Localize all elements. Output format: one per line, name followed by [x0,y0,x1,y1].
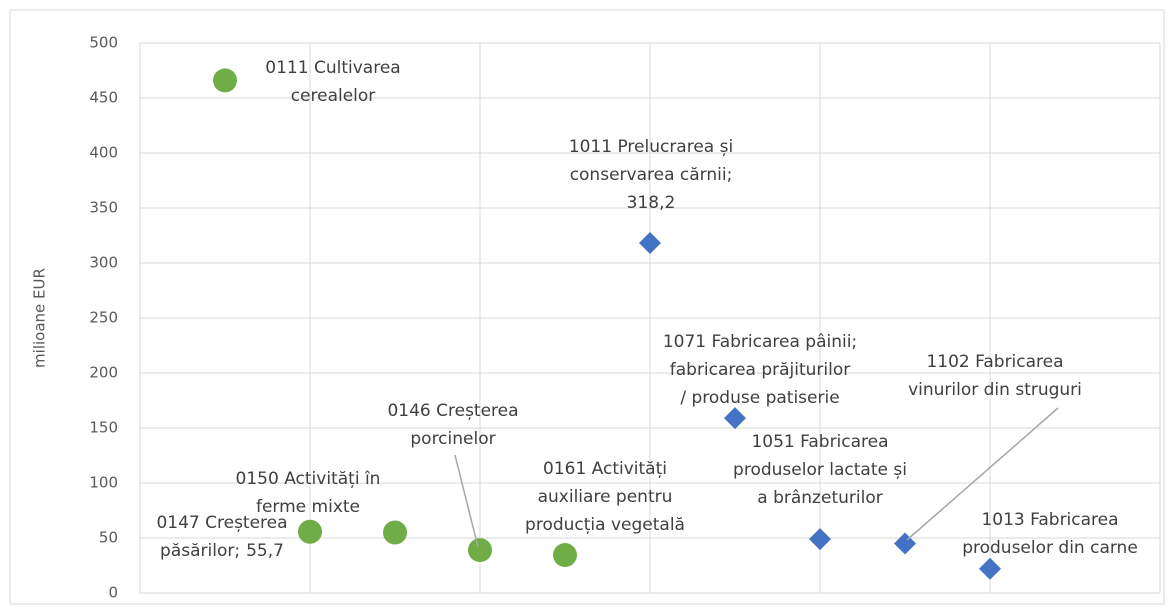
data-label-text: 1102 Fabricarea [926,352,1063,372]
data-label-text: a brânzeturilor [757,488,882,508]
data-label: 1011 Prelucrarea și [569,137,733,157]
y-tick-label: 0 [108,584,118,602]
data-label-text: cerealelor [291,86,376,106]
data-label: 0111 Cultivarea [265,58,400,78]
data-label-text: 1051 Fabricarea [751,432,888,452]
data-label: produselor lactate și [733,460,907,480]
y-tick-label: 50 [99,529,118,547]
data-label-text: producția vegetală [525,515,685,535]
data-label: producția vegetală [525,515,685,535]
data-label-text: 0111 Cultivarea [265,58,400,78]
point [894,532,916,555]
y-tick-label: 400 [89,144,118,162]
data-label: 0147 Creșterea [156,513,287,533]
data-label-text: auxiliare pentru [538,487,673,507]
data-label: porcinelor [410,429,495,449]
data-label-text: produselor lactate și [733,460,907,480]
point [724,407,746,430]
point [383,520,407,545]
data-label-text: păsărilor; [160,541,240,561]
y-tick-label: 300 [89,254,118,272]
data-label-text: vinurilor din struguri [908,380,1082,400]
data-label: 0146 Creșterea [387,401,518,421]
data-label-text: produselor din carne [962,538,1138,558]
point [979,557,1001,580]
data-label-text: ferme mixte [256,497,360,517]
point [298,519,322,544]
data-value-label: 318,2 [627,193,676,213]
data-label-text: 1013 Fabricarea [981,510,1118,530]
y-tick-label: 150 [89,419,118,437]
leader-line [454,454,479,548]
data-label: produselor din carne [962,538,1138,558]
data-label-text: / produse patiserie [680,388,839,408]
data-label: conservarea cărnii; [570,165,733,185]
data-label: fabricarea prăjiturilor [670,360,850,380]
data-label-text: 0161 Activități [543,459,667,479]
data-label-text: porcinelor [410,429,495,449]
point [468,538,492,563]
data-label-text: 0146 Creșterea [387,401,518,421]
point [639,231,661,254]
y-tick-label: 250 [89,309,118,327]
data-label-text: 1011 Prelucrarea și [569,137,733,157]
data-label: auxiliare pentru [538,487,673,507]
data-label: ferme mixte [256,497,360,517]
data-label: 0161 Activități [543,459,667,479]
point [213,68,237,93]
y-tick-label: 350 [89,199,118,217]
data-label-text: 0147 Creșterea [156,513,287,533]
data-label-text: fabricarea prăjiturilor [670,360,850,380]
y-tick-label: 200 [89,364,118,382]
y-tick-label: 450 [89,89,118,107]
leader-line [906,407,1059,541]
data-label: / produse patiserie [680,388,839,408]
data-label: a brânzeturilor [757,488,882,508]
point [553,543,577,568]
data-label-text: conservarea cărnii; [570,165,733,185]
data-label: 0150 Activități în [236,469,381,489]
data-label: 1071 Fabricarea pâinii; [663,332,857,352]
data-label: 1051 Fabricarea [751,432,888,452]
y-tick-label: 100 [89,474,118,492]
y-tick-label: 500 [89,34,118,52]
y-axis-label: milioane EUR [31,268,49,368]
data-label-text: 1071 Fabricarea pâinii; [663,332,857,352]
chart-border [9,9,1165,605]
data-label-text: 0150 Activități în [236,469,381,489]
data-value-label: 55,7 [246,541,284,561]
data-label: vinurilor din struguri [908,380,1082,400]
data-label: 1102 Fabricarea [926,352,1063,372]
point [809,528,831,551]
data-label: 1013 Fabricarea [981,510,1118,530]
data-label: păsărilor; 55,7 [160,541,284,561]
data-label: cerealelor [291,86,376,106]
